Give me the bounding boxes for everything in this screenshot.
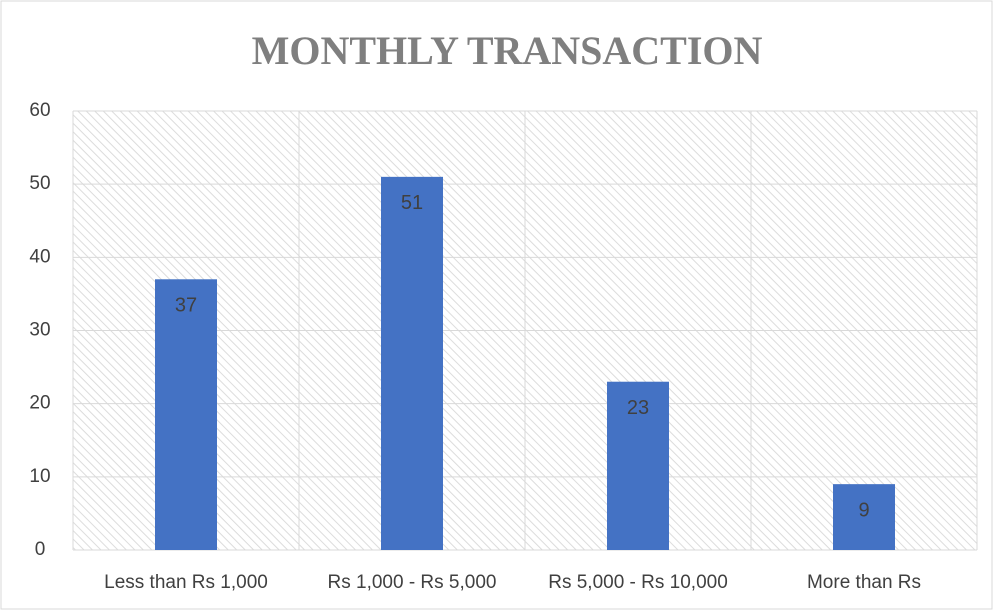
bar <box>833 484 895 550</box>
x-tick-label: Rs 5,000 - Rs 10,000 <box>548 572 728 593</box>
x-tick-label: Less than Rs 1,000 <box>104 572 268 593</box>
y-tick-label: 50 <box>29 173 50 194</box>
bar <box>155 279 217 550</box>
data-label: 23 <box>627 397 649 419</box>
y-tick-label: 40 <box>29 246 50 267</box>
y-tick-label: 0 <box>35 539 46 560</box>
x-tick-label: More than Rs <box>807 572 921 593</box>
data-label: 37 <box>175 295 197 317</box>
x-tick-label: Rs 1,000 - Rs 5,000 <box>328 572 497 593</box>
data-label: 51 <box>401 192 423 214</box>
chart-title: MONTHLY TRANSACTION <box>252 28 763 73</box>
y-tick-label: 30 <box>29 320 50 341</box>
data-label: 9 <box>858 499 869 521</box>
y-tick-label: 20 <box>29 393 50 414</box>
bar <box>607 381 669 550</box>
y-tick-label: 60 <box>29 100 50 121</box>
bar <box>381 176 443 550</box>
y-tick-label: 10 <box>29 466 50 487</box>
